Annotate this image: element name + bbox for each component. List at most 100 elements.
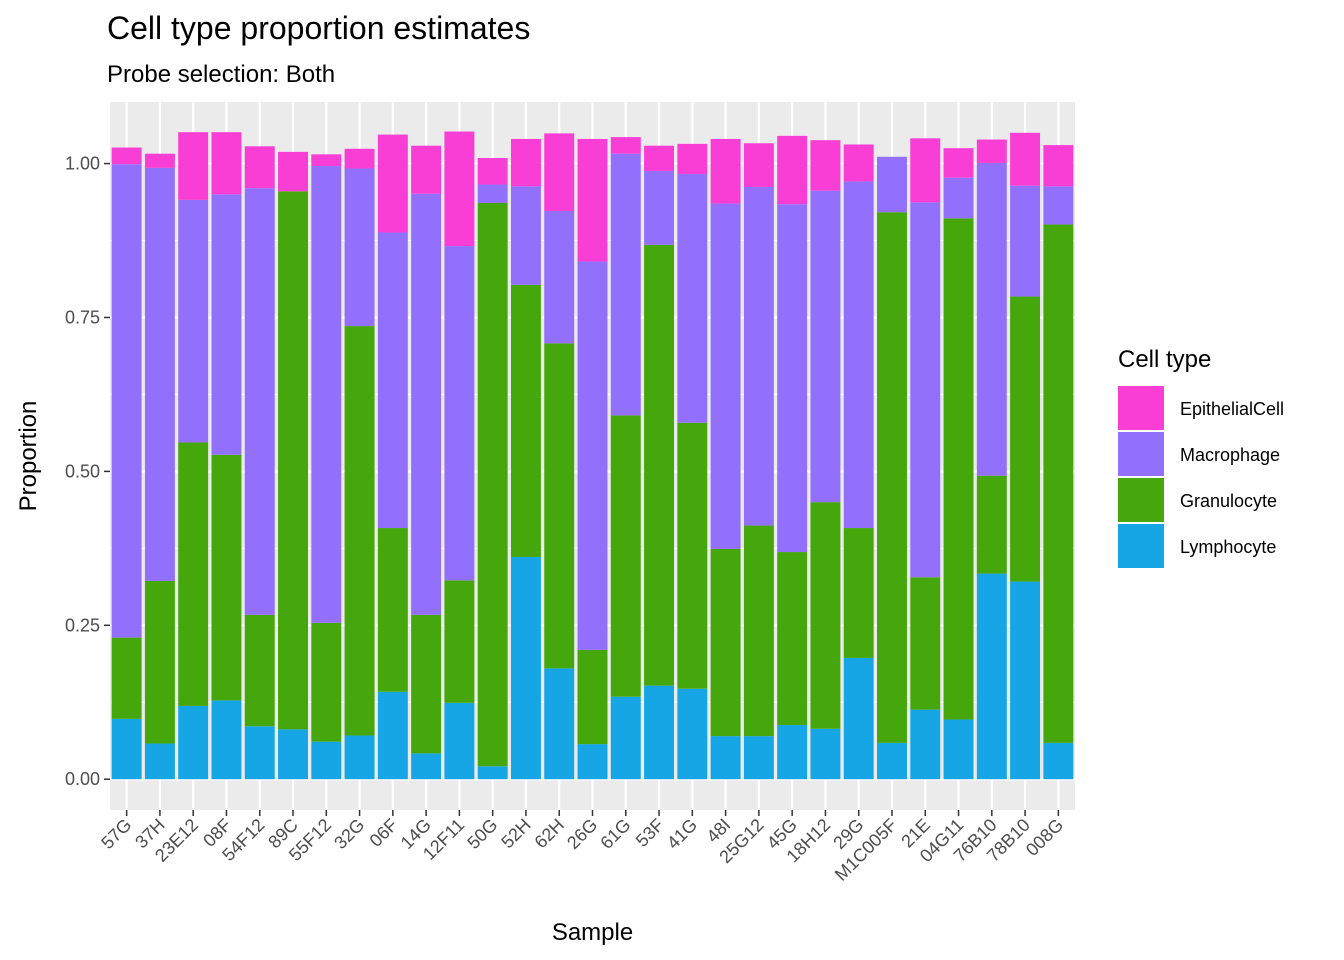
legend-label-macrophage: Macrophage bbox=[1180, 445, 1280, 465]
bar-epithelialcell-12f11 bbox=[444, 131, 475, 247]
bar-macrophage-04g11 bbox=[943, 177, 974, 219]
chart-title: Cell type proportion estimates bbox=[107, 10, 530, 46]
bar-macrophage-m1c005f bbox=[877, 156, 907, 213]
legend-label-epithelialcell: EpithelialCell bbox=[1180, 399, 1284, 419]
bar-granulocyte-25g12 bbox=[743, 525, 774, 737]
bar-lymphocyte-08f bbox=[211, 700, 242, 780]
bar-macrophage-29g bbox=[843, 181, 874, 529]
bar-macrophage-32g bbox=[344, 168, 375, 327]
bar-lymphocyte-06f bbox=[377, 691, 408, 780]
bar-granulocyte-76b10 bbox=[976, 475, 1007, 574]
bar-epithelialcell-26g bbox=[577, 138, 608, 262]
bar-granulocyte-53f bbox=[644, 244, 675, 686]
bar-epithelialcell-008g bbox=[1043, 145, 1074, 187]
y-tick-label: 0.25 bbox=[65, 615, 100, 635]
bar-lymphocyte-04g11 bbox=[943, 719, 974, 780]
bar-macrophage-18h12 bbox=[810, 190, 841, 503]
bar-lymphocyte-53f bbox=[644, 685, 675, 780]
bar-lymphocyte-23e12 bbox=[178, 705, 209, 780]
bar-lymphocyte-14g bbox=[411, 753, 442, 780]
bar-epithelialcell-61g bbox=[610, 137, 641, 154]
bar-granulocyte-57g bbox=[111, 637, 142, 719]
bar-granulocyte-14g bbox=[411, 614, 442, 754]
bar-granulocyte-04g11 bbox=[943, 218, 974, 720]
bar-lymphocyte-45g bbox=[777, 725, 808, 780]
x-tick-label: 52H bbox=[497, 815, 534, 852]
bar-epithelialcell-37h bbox=[144, 153, 175, 168]
bar-epithelialcell-50g bbox=[477, 158, 508, 185]
bar-epithelialcell-57g bbox=[111, 147, 142, 165]
bar-granulocyte-23e12 bbox=[178, 442, 209, 706]
bar-granulocyte-21e bbox=[910, 577, 941, 710]
legend-label-granulocyte: Granulocyte bbox=[1180, 491, 1277, 511]
bar-granulocyte-06f bbox=[377, 528, 408, 692]
bar-epithelialcell-52h bbox=[510, 138, 541, 187]
bar-epithelialcell-04g11 bbox=[943, 148, 974, 178]
legend-key-lymphocyte bbox=[1118, 524, 1164, 568]
chart-subtitle: Probe selection: Both bbox=[107, 61, 335, 88]
y-axis-title: Proportion bbox=[15, 401, 42, 512]
bar-macrophage-23e12 bbox=[178, 199, 209, 443]
bar-granulocyte-52h bbox=[510, 284, 541, 557]
y-axis: 0.00 0.25 0.50 0.75 1.00 bbox=[65, 154, 110, 789]
bar-lymphocyte-18h12 bbox=[810, 728, 841, 780]
bar-lymphocyte-50g bbox=[477, 766, 508, 780]
bar-macrophage-76b10 bbox=[976, 162, 1007, 476]
bar-epithelialcell-08f bbox=[211, 132, 242, 195]
bar-epithelialcell-53f bbox=[644, 145, 675, 171]
bar-epithelialcell-14g bbox=[411, 145, 442, 194]
bar-lymphocyte-25g12 bbox=[743, 736, 774, 780]
bar-granulocyte-41g bbox=[677, 422, 708, 689]
bar-macrophage-50g bbox=[477, 184, 508, 203]
bar-macrophage-52h bbox=[510, 186, 541, 285]
bar-epithelialcell-25g12 bbox=[743, 143, 774, 187]
x-tick-label: 26G bbox=[563, 815, 601, 853]
legend-label-lymphocyte: Lymphocyte bbox=[1180, 537, 1276, 557]
bar-lymphocyte-52h bbox=[510, 556, 541, 780]
x-tick-label: 41G bbox=[663, 815, 701, 853]
bar-macrophage-45g bbox=[777, 204, 808, 553]
bar-granulocyte-008g bbox=[1043, 224, 1074, 743]
x-tick-label: 57G bbox=[97, 815, 135, 853]
x-tick-label: 61G bbox=[596, 815, 634, 853]
bar-granulocyte-26g bbox=[577, 649, 608, 745]
bar-epithelialcell-18h12 bbox=[810, 140, 841, 191]
bar-lymphocyte-29g bbox=[843, 657, 874, 780]
bar-macrophage-26g bbox=[577, 261, 608, 650]
bar-lymphocyte-54f12 bbox=[244, 726, 275, 780]
bar-lymphocyte-62h bbox=[544, 668, 575, 780]
bar-macrophage-12f11 bbox=[444, 246, 475, 581]
bar-lymphocyte-m1c005f bbox=[877, 742, 907, 780]
bar-epithelialcell-06f bbox=[377, 134, 408, 233]
bar-granulocyte-37h bbox=[144, 580, 175, 744]
bar-granulocyte-32g bbox=[344, 326, 375, 736]
bar-epithelialcell-76b10 bbox=[976, 139, 1007, 163]
bar-lymphocyte-12f11 bbox=[444, 702, 475, 780]
bar-granulocyte-29g bbox=[843, 528, 874, 658]
legend: Cell type EpithelialCell Macrophage Granul… bbox=[1118, 346, 1284, 568]
bar-lymphocyte-61g bbox=[610, 696, 641, 780]
bar-granulocyte-55f12 bbox=[311, 622, 342, 742]
bar-lymphocyte-21e bbox=[910, 709, 941, 780]
bar-macrophage-41g bbox=[677, 174, 708, 423]
bar-macrophage-21e bbox=[910, 202, 941, 578]
bar-epithelialcell-62h bbox=[544, 133, 575, 211]
bar-lymphocyte-57g bbox=[111, 718, 142, 780]
bar-lymphocyte-32g bbox=[344, 735, 375, 780]
bar-epithelialcell-29g bbox=[843, 144, 874, 182]
bar-lymphocyte-78b10 bbox=[1010, 581, 1041, 780]
x-tick-label: 53F bbox=[632, 815, 668, 851]
y-tick-label: 0.75 bbox=[65, 307, 100, 327]
legend-title: Cell type bbox=[1118, 346, 1211, 373]
bar-macrophage-48i bbox=[710, 203, 741, 549]
bar-lymphocyte-48i bbox=[710, 736, 741, 780]
bar-epithelialcell-41g bbox=[677, 143, 708, 175]
bar-lymphocyte-89c bbox=[278, 729, 308, 780]
bar-macrophage-25g12 bbox=[743, 186, 774, 526]
bar-epithelialcell-32g bbox=[344, 148, 375, 169]
bar-macrophage-37h bbox=[144, 167, 175, 581]
bar-granulocyte-54f12 bbox=[244, 614, 275, 727]
x-tick-label: 50G bbox=[463, 815, 501, 853]
bar-macrophage-008g bbox=[1043, 186, 1074, 225]
bar-granulocyte-m1c005f bbox=[877, 212, 907, 743]
